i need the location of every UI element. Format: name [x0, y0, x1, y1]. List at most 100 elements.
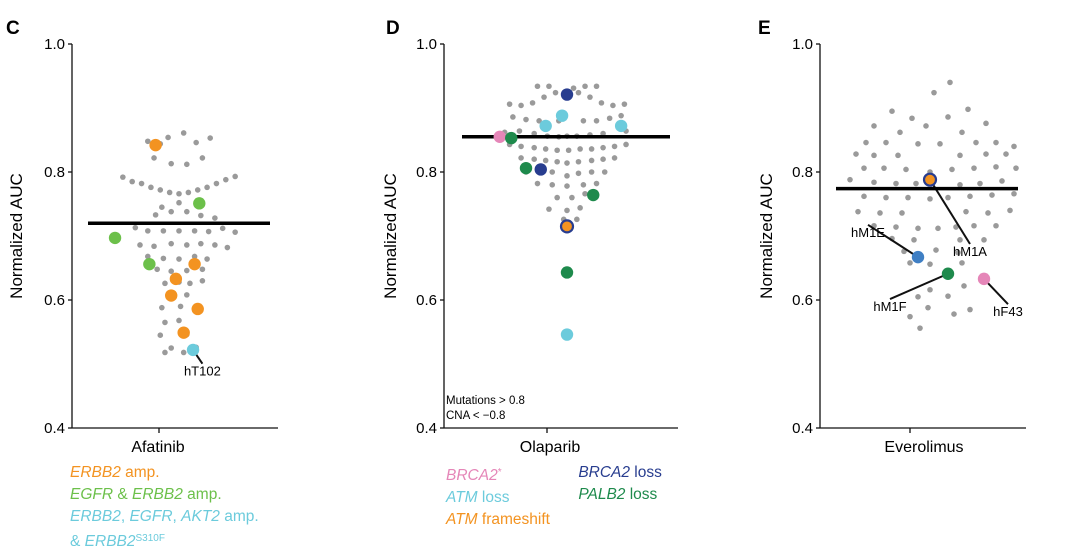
data-point — [610, 102, 616, 109]
legend-text: amp. — [120, 464, 160, 481]
data-point — [935, 225, 941, 232]
data-point — [945, 114, 951, 120]
data-point — [600, 156, 606, 162]
data-point — [965, 106, 971, 113]
data-point — [915, 294, 921, 300]
legend-text: , — [120, 508, 130, 525]
data-point — [549, 169, 556, 175]
legend-c-erbb2-s310f: & ERBB2S310F — [70, 528, 259, 553]
data-point — [180, 349, 187, 356]
data-point — [168, 345, 174, 351]
annotation-line — [929, 179, 971, 245]
panel-d-ylabel: Normalized AUC — [381, 173, 400, 299]
data-point — [546, 206, 552, 212]
highlighted-point — [177, 326, 190, 339]
panel-d: D Normalized AUC Olaparib Mutations > 0.… — [381, 18, 678, 456]
data-point — [554, 194, 560, 201]
data-point — [999, 178, 1005, 184]
data-point — [534, 180, 541, 187]
data-point — [993, 164, 999, 170]
legend-c: ERBB2 amp. EGFR & ERBB2 amp. ERBB2, EGFR… — [70, 462, 259, 553]
data-point — [611, 143, 618, 150]
legend-text: loss — [630, 464, 662, 481]
data-point — [162, 349, 168, 356]
legend-gene: AKT2 — [181, 508, 220, 525]
data-point — [947, 79, 953, 86]
highlighted-point — [534, 163, 547, 176]
data-point — [185, 189, 192, 196]
legend-gene: BRCA2 — [578, 464, 630, 481]
highlighted-point — [493, 130, 506, 143]
y-tick-label: 1.0 — [792, 36, 813, 53]
highlighted-point — [539, 119, 552, 133]
data-point — [518, 102, 524, 109]
legend-gene: ERBB2 — [70, 508, 121, 525]
data-point — [148, 184, 154, 191]
data-point — [204, 256, 210, 262]
data-point — [899, 210, 905, 216]
data-point — [593, 180, 600, 187]
data-point — [623, 141, 629, 148]
panel-d-letter: D — [386, 18, 400, 39]
data-point — [847, 176, 853, 183]
data-point — [971, 165, 977, 171]
legend-d-col-1: BRCA2* ATM loss ATM frameshift — [446, 462, 574, 531]
data-point — [861, 165, 867, 171]
highlighted-point — [149, 138, 162, 152]
data-point — [542, 146, 549, 152]
data-point — [993, 222, 999, 229]
data-point — [204, 184, 210, 191]
data-point — [925, 304, 931, 311]
legend-gene: BRCA2 — [446, 467, 498, 484]
data-point — [191, 228, 198, 234]
data-point — [184, 267, 190, 274]
data-point — [554, 158, 560, 165]
data-point — [582, 83, 588, 90]
panel-c-letter: C — [6, 18, 20, 39]
data-point — [957, 182, 963, 188]
data-point — [577, 146, 583, 152]
data-point — [187, 280, 193, 287]
data-point — [989, 192, 995, 198]
data-point — [162, 319, 168, 326]
y-tick-label: 0.4 — [416, 420, 437, 437]
data-point — [951, 311, 957, 317]
data-point — [564, 160, 570, 166]
panel-c: C Normalized AUC Afatinib 0.4 0.6 0.8 1.0 hT… — [6, 18, 278, 456]
data-point — [593, 83, 600, 90]
y-tick-label: 0.4 — [792, 420, 813, 437]
legend-d-atm-frameshift: ATM frameshift — [446, 509, 574, 531]
data-point — [157, 187, 164, 193]
data-point — [574, 216, 580, 223]
data-point — [569, 194, 575, 201]
panel-d-note-mutations: Mutations > 0.8 — [446, 395, 525, 407]
panel-d-plot: 0.4 0.6 0.8 1.0 — [416, 36, 678, 437]
data-point — [199, 278, 206, 284]
data-point — [510, 114, 516, 120]
data-point — [564, 173, 570, 179]
data-point — [207, 135, 213, 141]
data-point — [582, 190, 588, 197]
legend-gene: EGFR — [129, 508, 173, 525]
data-point — [184, 292, 190, 298]
legend-gene: ERBB2 — [70, 464, 121, 481]
legend-gene: ATM — [446, 489, 478, 506]
data-point — [903, 166, 909, 173]
data-point — [861, 193, 867, 200]
data-point — [1007, 207, 1013, 214]
data-point — [546, 83, 552, 90]
data-point — [955, 249, 961, 256]
legend-d-brca2: BRCA2* — [446, 462, 574, 487]
panel-e-ylabel: Normalized AUC — [757, 173, 776, 299]
data-point — [959, 260, 965, 266]
data-point — [199, 266, 206, 273]
highlighted-point — [143, 257, 156, 271]
data-point — [531, 144, 537, 151]
data-point — [176, 256, 182, 262]
legend-c-multi-amp: ERBB2, EGFR, AKT2 amp. — [70, 506, 259, 528]
data-point — [915, 141, 921, 147]
legend-gene: PALB2 — [578, 486, 626, 503]
data-point — [883, 194, 889, 201]
highlighted-point — [186, 343, 200, 357]
data-point — [967, 193, 973, 200]
